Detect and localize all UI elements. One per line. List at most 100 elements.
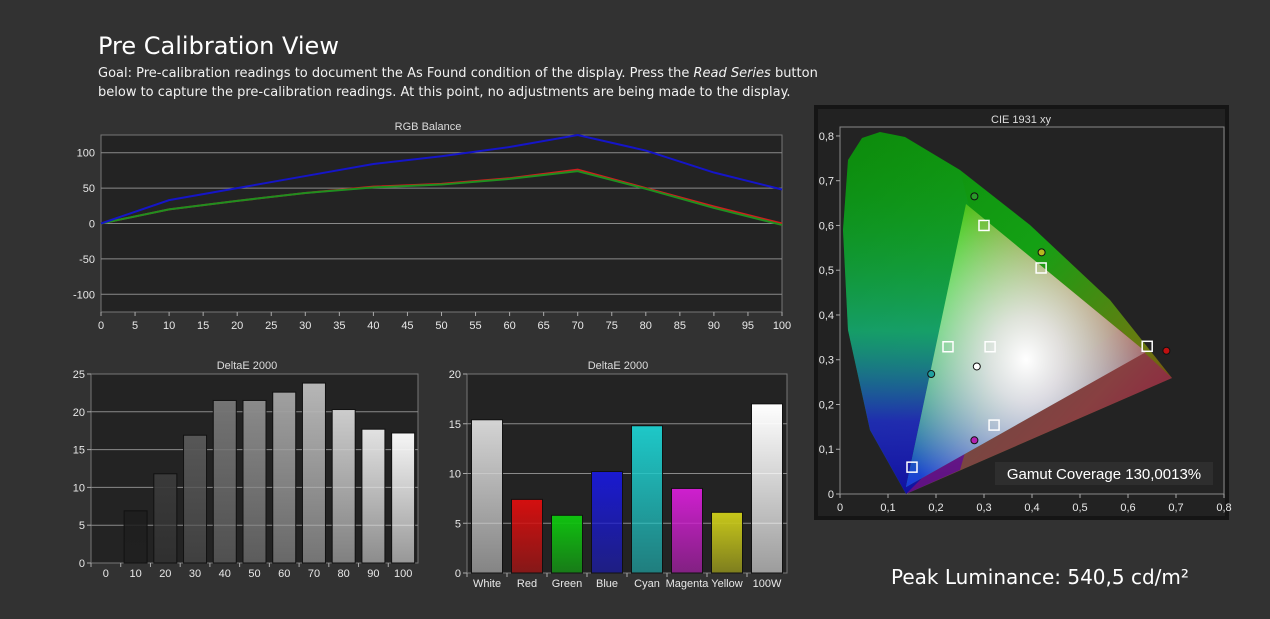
de1-ytick-label: 25 — [73, 369, 85, 381]
cie-ytick-label: 0 — [828, 489, 834, 501]
de2-xtick-label: Blue — [596, 578, 618, 590]
de1-ytick-label: 15 — [73, 445, 85, 457]
cie-ytick-label: 0,8 — [819, 131, 834, 143]
de1-xtick-label: 10 — [129, 568, 141, 580]
cie-xtick-label: 0,4 — [1024, 502, 1039, 514]
de1-xtick-label: 30 — [189, 568, 201, 580]
de1-xtick-label: 20 — [159, 568, 171, 580]
cie-target-point — [1035, 262, 1047, 274]
de1-bar — [153, 473, 178, 564]
de2-bar — [711, 511, 743, 574]
goal-text-prefix: Goal: Pre-calibration readings to docume… — [98, 66, 694, 81]
rgb-xtick-label: 95 — [742, 320, 754, 332]
page-title: Pre Calibration View — [98, 32, 339, 60]
rgb-ytick-label: 0 — [89, 219, 95, 231]
cie-ytick-label: 0,2 — [819, 399, 834, 411]
de1-ytick-label: 20 — [73, 407, 85, 419]
cie-ytick-label: 0,7 — [819, 176, 834, 188]
de2-ytick-label: 20 — [449, 369, 461, 381]
rgb-xtick-label: 55 — [469, 320, 481, 332]
de1-xtick-label: 100 — [394, 568, 412, 580]
rgb-xtick-label: 65 — [538, 320, 550, 332]
de2-xtick-label: 100W — [753, 578, 782, 590]
cie-ytick-label: 0,6 — [819, 220, 834, 232]
cie-measured-point — [1037, 248, 1046, 257]
cie-xtick-label: 0,1 — [880, 502, 895, 514]
cie-ytick-label: 0,3 — [819, 355, 834, 367]
cie-ytick-label: 0,4 — [819, 310, 834, 322]
deltae-grayscale-title: DeltaE 2000 — [217, 360, 278, 372]
cie-ytick-label: 0,5 — [819, 265, 834, 277]
cie-chart-title: CIE 1931 xy — [991, 114, 1051, 126]
de2-xtick-label: Cyan — [634, 578, 660, 590]
rgb-xtick-label: 20 — [231, 320, 243, 332]
de1-ytick-label: 10 — [73, 482, 85, 494]
de2-bar — [751, 403, 783, 574]
de2-bar — [671, 487, 703, 574]
deltae-colors-chart: DeltaE 2000 20 15 10 5 0 White Red Green Blue Cy… — [449, 360, 788, 590]
cie-target-point — [984, 341, 996, 353]
de1-bar — [123, 510, 148, 564]
rgb-green-line — [100, 170, 783, 226]
de1-bar — [242, 399, 267, 564]
de1-ytick-label: 0 — [79, 558, 85, 570]
de1-bar — [183, 434, 208, 564]
de2-ytick-label: 5 — [455, 518, 461, 530]
de1-bar — [391, 432, 416, 564]
rgb-blue-line — [100, 133, 783, 225]
rgb-xtick-label: 15 — [197, 320, 209, 332]
rgb-xtick-label: 0 — [98, 320, 104, 332]
cie-xtick-label: 0,6 — [1120, 502, 1135, 514]
de2-bar — [511, 498, 543, 574]
goal-text-suffix: button below to capture the pre-calibrat… — [98, 66, 818, 100]
de2-ytick-label: 15 — [449, 419, 461, 431]
de1-xtick-label: 90 — [367, 568, 379, 580]
de1-bar — [301, 382, 326, 564]
de1-bar — [331, 409, 356, 564]
de2-bar — [471, 419, 503, 574]
de1-xtick-label: 40 — [219, 568, 231, 580]
de1-xtick-label: 60 — [278, 568, 290, 580]
cie-xtick-label: 0,8 — [1216, 502, 1231, 514]
de2-ytick-label: 0 — [455, 568, 461, 580]
de2-bar — [551, 514, 583, 574]
de2-bar — [631, 425, 663, 574]
rgb-xtick-label: 100 — [773, 320, 791, 332]
de1-bar — [212, 399, 237, 564]
cie-xtick-label: 0,2 — [928, 502, 943, 514]
de2-xtick-label: Green — [552, 578, 583, 590]
cie-measured-point — [972, 362, 981, 371]
de2-xtick-label: Magenta — [666, 578, 710, 590]
cie-chart-border — [814, 105, 1229, 520]
cie-measured-point — [970, 192, 979, 201]
cie-target-point — [906, 461, 918, 473]
rgb-xtick-label: 30 — [299, 320, 311, 332]
de2-ytick-label: 10 — [449, 469, 461, 481]
rgb-xtick-label: 25 — [265, 320, 277, 332]
cie-target-point — [988, 419, 1000, 431]
rgb-xtick-label: 85 — [674, 320, 686, 332]
goal-text-emphasis: Read Series — [693, 66, 771, 81]
de1-bar — [361, 428, 386, 564]
de2-bar — [591, 471, 623, 574]
rgb-xtick-label: 60 — [503, 320, 515, 332]
rgb-ytick-label: -100 — [73, 289, 95, 301]
deltae-colors-title: DeltaE 2000 — [588, 360, 649, 372]
rgb-balance-chart: RGB Balance 100 50 0 -50 -100 0 5 10 15 20 25 30 35… — [73, 121, 791, 332]
de2-xtick-label: Yellow — [711, 578, 742, 590]
gamut-coverage-box — [995, 462, 1213, 485]
rgb-xtick-label: 10 — [163, 320, 175, 332]
cie-target-point — [978, 219, 990, 232]
rgb-xtick-label: 50 — [435, 320, 447, 332]
rgb-xtick-label: 80 — [640, 320, 652, 332]
de1-xtick-label: 70 — [308, 568, 320, 580]
goal-description: Goal: Pre-calibration readings to docume… — [98, 64, 858, 102]
cie-ytick-label: 0,1 — [819, 444, 834, 456]
rgb-xtick-label: 40 — [367, 320, 379, 332]
rgb-ytick-label: -50 — [79, 254, 95, 266]
cie-xtick-label: 0,7 — [1168, 502, 1183, 514]
rgb-xtick-label: 90 — [708, 320, 720, 332]
gamut-coverage-label: Gamut Coverage 130,0013% — [1007, 466, 1201, 483]
